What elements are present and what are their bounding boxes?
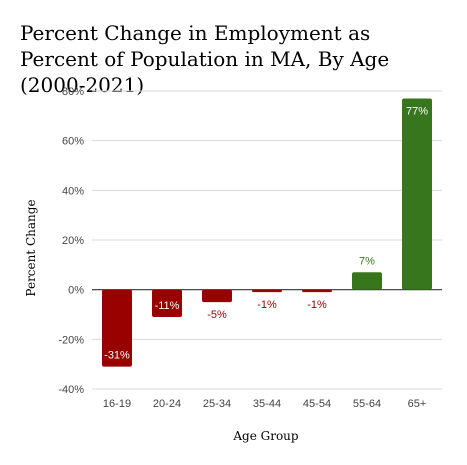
gridlines xyxy=(92,90,442,390)
y-axis-title: Percent Change xyxy=(24,199,38,296)
x-tick-label: 35-44 xyxy=(253,398,281,410)
data-label: 77% xyxy=(406,105,428,117)
bar xyxy=(202,289,232,303)
x-tick-label: 45-54 xyxy=(303,398,331,410)
y-tick-label: 20% xyxy=(62,235,84,247)
data-label: 7% xyxy=(359,255,375,267)
y-tick-label: -20% xyxy=(58,334,84,346)
x-tick-label: 25-34 xyxy=(203,398,231,410)
data-label: -1% xyxy=(257,299,277,311)
data-label: -31% xyxy=(104,350,130,362)
x-axis-ticks: 16-19 20-24 25-34 35-44 45-54 55-64 65+ xyxy=(103,398,426,410)
data-label: -5% xyxy=(207,309,227,321)
chart-title: Percent Change in Employment as Percent … xyxy=(20,21,390,97)
bar xyxy=(302,289,332,293)
y-tick-label: -40% xyxy=(58,384,84,396)
data-labels: -31% -11% -5% -1% -1% 7% 77% xyxy=(104,105,428,361)
x-axis-title: Age Group xyxy=(232,429,299,443)
y-tick-label: 40% xyxy=(62,185,84,197)
x-tick-label: 16-19 xyxy=(103,398,131,410)
data-label: -11% xyxy=(155,300,180,312)
y-axis-ticks: -40% -20% 0% 20% 40% 60% 80% xyxy=(58,86,84,396)
y-tick-label: 60% xyxy=(62,136,84,148)
bar xyxy=(102,289,132,367)
bars xyxy=(102,98,432,367)
bar xyxy=(352,272,382,290)
y-tick-label: 0% xyxy=(68,285,84,297)
x-tick-label: 55-64 xyxy=(353,398,381,410)
data-label: -1% xyxy=(307,299,327,311)
bar xyxy=(402,98,432,290)
y-tick-label: 80% xyxy=(62,86,84,98)
bar xyxy=(252,289,282,293)
bar xyxy=(152,289,182,317)
x-tick-label: 65+ xyxy=(408,398,427,410)
x-tick-label: 20-24 xyxy=(153,398,181,410)
